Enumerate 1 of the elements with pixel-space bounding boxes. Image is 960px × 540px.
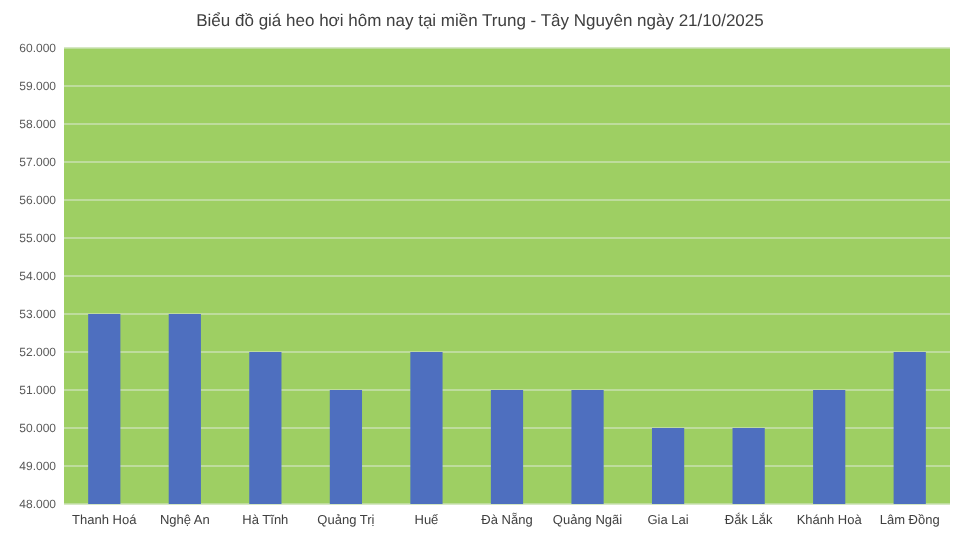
chart-title: Biểu đồ giá heo hơi hôm nay tại miền Trung - Tây Nguyên ngày 21/10/2025 — [196, 10, 765, 30]
